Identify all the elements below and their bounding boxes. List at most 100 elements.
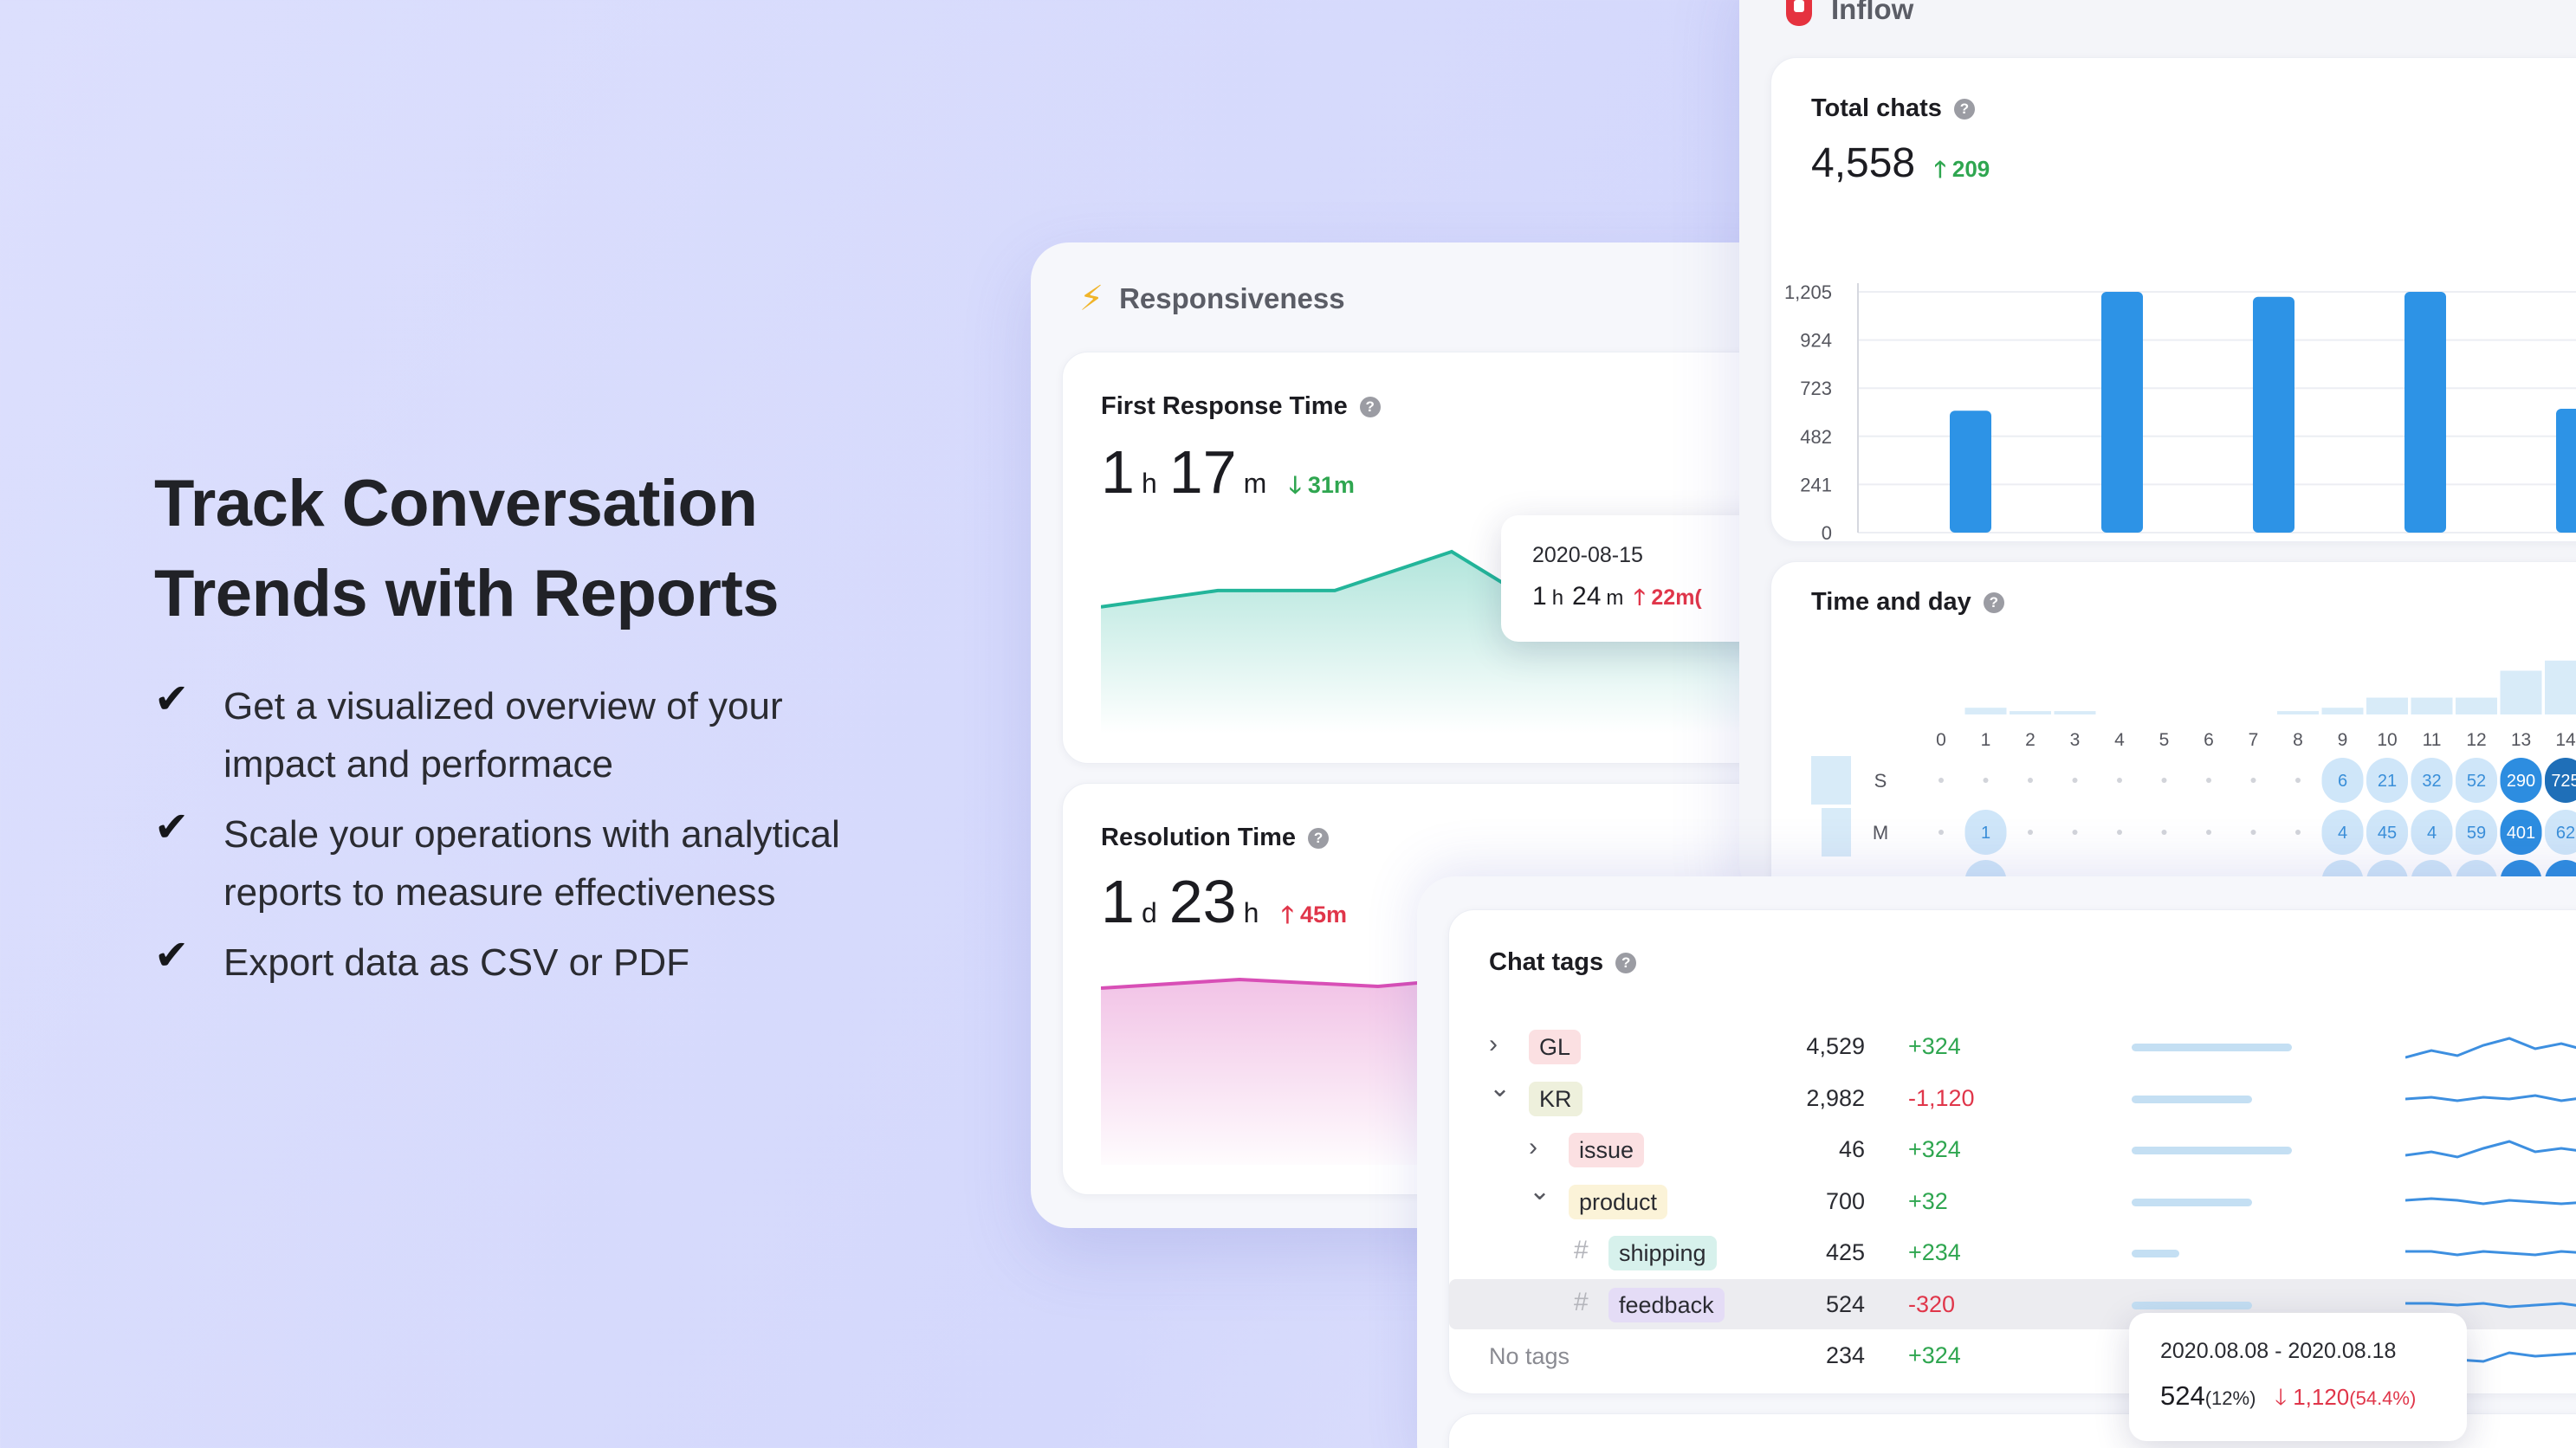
hour-label: 14 bbox=[2555, 730, 2576, 750]
help-icon[interactable]: ? bbox=[1983, 591, 2004, 613]
hour-label: 10 bbox=[2377, 730, 2397, 750]
hour-label: 12 bbox=[2466, 730, 2486, 750]
tag-sparkline bbox=[2405, 1037, 2576, 1059]
tag-row[interactable]: No tags 234 +324 bbox=[1449, 1330, 2576, 1380]
resolution-title-text: Resolution Time bbox=[1101, 824, 1297, 851]
heatmap-empty-dot bbox=[1938, 830, 1944, 835]
tag-delta: -320 bbox=[1908, 1290, 1956, 1317]
resolution-title: Resolution Time ? bbox=[1101, 824, 1330, 852]
hour-histogram-bar bbox=[2010, 711, 2051, 714]
first-response-card[interactable]: First Response Time ? 1 h 17 m 🡓 31m 202… bbox=[1062, 352, 1830, 764]
feature-text-line: impact and performace bbox=[223, 743, 613, 785]
tooltip-value-pct: (12%) bbox=[2204, 1387, 2256, 1409]
total-chats-number: 4,558 bbox=[1811, 140, 1916, 186]
help-icon[interactable]: ? bbox=[1308, 827, 1330, 849]
tag-label[interactable]: shipping bbox=[1608, 1236, 1717, 1270]
tag-sparkline bbox=[2405, 1250, 2576, 1257]
heatmap-empty-dot bbox=[2161, 830, 2167, 835]
tag-row[interactable]: › issue 46 +324 bbox=[1449, 1124, 2576, 1174]
inflow-brand: Inflow bbox=[1786, 0, 1913, 26]
tag-label[interactable]: product bbox=[1569, 1184, 1668, 1219]
chevron-down-icon[interactable]: ⌄ bbox=[1529, 1176, 1551, 1206]
total-chats-title-text: Total chats bbox=[1811, 94, 1942, 122]
heatmap-cell-label: 4 bbox=[2427, 824, 2437, 843]
arrow-down-icon: 🡓 bbox=[1289, 472, 1302, 498]
heatmap-cell bbox=[2500, 810, 2542, 855]
heatmap-cell bbox=[2411, 810, 2453, 855]
tag-row[interactable]: ⌄ product 700 +32 bbox=[1449, 1176, 2576, 1226]
feature-item: ✔ Scale your operations with analytical … bbox=[154, 805, 986, 921]
day-label: S bbox=[1874, 770, 1887, 792]
tag-label[interactable]: KR bbox=[1529, 1081, 1582, 1116]
chevron-right-icon[interactable]: › bbox=[1489, 1030, 1498, 1058]
y-tick-label: 241 bbox=[1800, 474, 1832, 495]
hour-histogram-bar bbox=[2456, 697, 2497, 714]
tag-label[interactable]: No tags bbox=[1489, 1343, 1570, 1369]
headline-line-1: Track Conversation bbox=[154, 467, 758, 540]
heatmap-empty-dot bbox=[2117, 830, 2122, 835]
heatmap-cell bbox=[2545, 758, 2576, 803]
unit-major: d bbox=[1141, 897, 1157, 928]
help-icon[interactable]: ? bbox=[1615, 952, 1637, 973]
total-chats-card[interactable]: Total chats ? 4,558 🡑 209 0 241 482 723 924 1… bbox=[1770, 57, 2576, 543]
chat-tags-title-text: Chat tags bbox=[1489, 948, 1604, 976]
heatmap-empty-dot bbox=[2295, 778, 2301, 783]
tag-row[interactable]: ⌄ KR 2,982 -1,120 bbox=[1449, 1073, 2576, 1123]
responsiveness-title: Responsiveness bbox=[1119, 282, 1345, 314]
tooltip-delta: 🡑 22m( bbox=[1634, 581, 1701, 618]
tag-share-bar bbox=[2132, 1301, 2252, 1309]
hour-label: 7 bbox=[2249, 730, 2259, 750]
feature-text-line: Scale your operations with analytical bbox=[223, 813, 840, 856]
unit-major: h bbox=[1141, 468, 1157, 499]
tag-share-bar bbox=[2132, 1044, 2292, 1051]
hour-label: 9 bbox=[2338, 730, 2348, 750]
sparkline-path bbox=[2405, 1093, 2576, 1102]
tag-delta: +324 bbox=[1908, 1033, 1961, 1059]
tag-count: 234 bbox=[1825, 1342, 1865, 1368]
sparkline-path bbox=[2405, 1037, 2576, 1059]
day-histogram-bar bbox=[1811, 756, 1851, 805]
heatmap-cell-label: 52 bbox=[2467, 772, 2486, 791]
hour-label: 5 bbox=[2159, 730, 2170, 750]
help-icon[interactable]: ? bbox=[1953, 98, 1975, 120]
heatmap-cell-label: 4 bbox=[2338, 824, 2347, 843]
heatmap-empty-dot bbox=[2117, 778, 2122, 783]
tag-count: 524 bbox=[1825, 1290, 1865, 1317]
total-chats-delta-value: 209 bbox=[1951, 156, 1990, 182]
heatmap-cell bbox=[2321, 758, 2364, 803]
value-minor: 17 bbox=[1168, 438, 1237, 506]
arrow-down-icon: 🡓 bbox=[2275, 1384, 2287, 1410]
heatmap-cell-label: 21 bbox=[2378, 772, 2397, 791]
help-icon[interactable]: ? bbox=[1359, 396, 1381, 417]
tooltip-value: 1 h 24 m 🡑 22m( bbox=[1532, 581, 1702, 618]
chat-tags-tooltip: 2020.08.08 - 2020.08.18 524 (12%) 🡓 1,12… bbox=[2129, 1313, 2467, 1441]
value-major: 1 bbox=[1101, 438, 1135, 506]
tag-row[interactable]: › GL 4,529 +324 bbox=[1449, 1021, 2576, 1071]
hour-histogram-bar bbox=[2366, 697, 2408, 714]
tooltip-range: 2020.08.08 - 2020.08.18 bbox=[2160, 1339, 2397, 1363]
tag-share-bar bbox=[2132, 1147, 2292, 1154]
tag-label[interactable]: feedback bbox=[1608, 1287, 1725, 1322]
heatmap-cell bbox=[2411, 758, 2453, 803]
tag-count: 46 bbox=[1838, 1136, 1865, 1162]
tooltip-unit-minor: m bbox=[1606, 586, 1624, 610]
tag-row[interactable]: # shipping 425 +234 bbox=[1449, 1227, 2576, 1277]
hour-histogram-bar bbox=[2054, 711, 2096, 714]
hour-label: 13 bbox=[2511, 730, 2531, 750]
tag-delta: +324 bbox=[1908, 1136, 1961, 1162]
heatmap-empty-dot bbox=[2250, 830, 2256, 835]
time-and-day-title-text: Time and day bbox=[1811, 588, 1971, 616]
hour-histogram-bar bbox=[1964, 708, 2007, 714]
tag-delta: +234 bbox=[1908, 1239, 1961, 1265]
sparkline-path bbox=[2405, 1140, 2576, 1159]
total-chats-delta: 🡑 209 bbox=[1934, 153, 1990, 191]
heatmap-empty-dot bbox=[2161, 778, 2167, 783]
tag-label[interactable]: issue bbox=[1569, 1133, 1645, 1167]
chevron-down-icon[interactable]: ⌄ bbox=[1489, 1073, 1511, 1102]
tooltip-unit-major: h bbox=[1551, 586, 1564, 610]
hour-label: 11 bbox=[2423, 730, 2442, 750]
chevron-right-icon[interactable]: › bbox=[1529, 1133, 1537, 1161]
heatmap-empty-dot bbox=[1983, 778, 1989, 783]
heatmap-cell-label: 45 bbox=[2378, 824, 2397, 843]
tag-label[interactable]: GL bbox=[1529, 1030, 1582, 1064]
